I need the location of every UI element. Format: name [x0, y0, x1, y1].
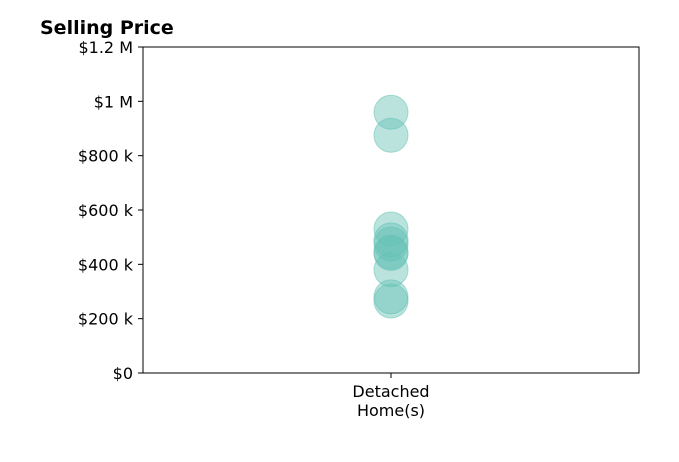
data-point	[373, 235, 409, 271]
data-points	[373, 94, 409, 319]
data-point	[373, 226, 409, 262]
y-tick-label: $200 k	[78, 310, 134, 329]
y-tick-label: $0	[113, 364, 133, 383]
x-tick-label: Detached Home(s)	[352, 382, 429, 420]
y-tick-label: $800 k	[78, 147, 134, 166]
chart-title: Selling Price	[40, 17, 174, 39]
y-tick-label: $400 k	[78, 255, 134, 274]
x-axis: Detached Home(s)	[352, 373, 430, 420]
y-tick-label: $1.2 M	[78, 38, 133, 57]
y-axis: $0 $200 k $400 k $600 k $800 k $1 M $1.2 M	[78, 38, 143, 383]
y-tick-label: $600 k	[78, 201, 134, 220]
data-point	[373, 252, 409, 288]
y-tick-label: $1 M	[94, 92, 133, 111]
data-point	[373, 283, 409, 319]
data-point	[373, 117, 409, 153]
